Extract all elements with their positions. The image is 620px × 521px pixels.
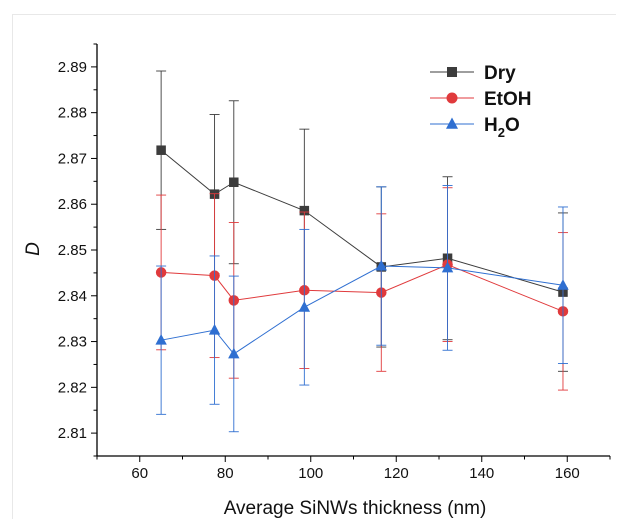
data-point [557,279,569,290]
data-point [229,177,239,187]
x-tick-label: 120 [384,465,409,482]
data-point [298,301,311,312]
x-ticks: 60 80 100 120 140 160 [96,456,611,482]
legend-label: EtOH [484,89,532,110]
y-tick-label: 2.87 [58,150,87,167]
x-tick-label: 60 [131,465,148,482]
y-tick-label: 2.89 [58,59,87,76]
legend-marker [446,92,458,104]
legend: Dry EtOH H2O [430,63,532,140]
y-ticks: 2.81 2.82 2.83 2.84 2.85 2.86 2.87 2.88 2.89 [58,43,97,457]
data-point [375,259,387,271]
y-tick-label: 2.81 [58,425,87,442]
y-tick-label: 2.84 [58,288,87,305]
y-tick-label: 2.83 [58,334,87,351]
data-point [208,323,221,335]
chart-frame [12,14,616,519]
x-tick-label: 160 [555,465,580,482]
legend-item: H2O [430,115,520,140]
y-tick-label: 2.85 [58,242,87,259]
y-tick-label: 2.88 [58,105,87,122]
legend-label: Dry [484,63,516,84]
series-line [161,264,564,312]
plot-area [155,70,569,433]
data-point [156,145,166,155]
series-h2o [155,185,569,433]
y-tick-label: 2.82 [58,379,87,396]
x-tick-label: 140 [469,465,494,482]
legend-item: Dry [430,63,516,84]
series-line [161,265,564,355]
data-point [155,333,167,345]
y-axis-label: D [23,242,44,256]
axes [96,44,610,457]
data-point [228,347,240,359]
series-etoh [155,187,569,391]
x-axis-label: Average SiNWs thickness (nm) [224,498,487,519]
series-line [160,149,564,293]
legend-marker [446,117,458,129]
legend-marker [447,67,457,77]
x-tick-label: 100 [298,465,323,482]
x-tick-label: 80 [217,465,234,482]
legend-item: EtOH [430,89,532,110]
y-tick-label: 2.86 [58,196,87,213]
data-point [441,261,454,273]
data-point [299,205,310,216]
legend-label: H2O [484,115,520,140]
